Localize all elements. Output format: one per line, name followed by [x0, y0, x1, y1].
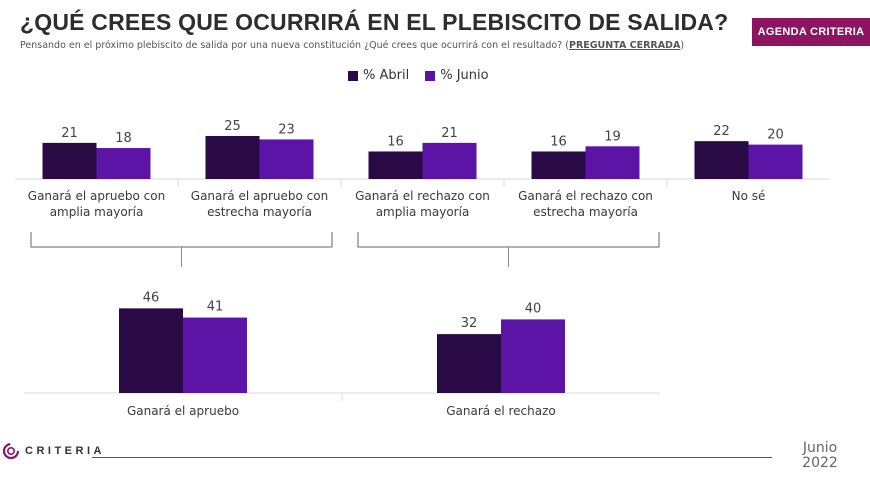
top-bar-value-label: 18 — [115, 131, 132, 146]
legend-label-abril: % Abril — [363, 68, 410, 83]
top-bar-value-label: 16 — [387, 134, 404, 149]
chart-legend: % Abril % Junio — [348, 68, 489, 83]
top-category-label: Ganará el apruebo con estrecha mayoría — [191, 189, 328, 219]
agenda-criteria-badge: AGENDA CRITERIA — [752, 18, 870, 46]
legend-item-junio: % Junio — [425, 68, 489, 83]
footer-date-year: 2022 — [802, 455, 838, 471]
bottom-bar-value-label: 32 — [461, 316, 478, 331]
bottom-bar-0-0 — [119, 308, 183, 393]
legend-swatch-abril — [348, 70, 358, 81]
criteria-logo-icon — [2, 442, 20, 460]
footer-divider — [92, 457, 772, 458]
subtitle-end: ) — [680, 40, 685, 51]
top-bar-value-label: 23 — [278, 122, 295, 137]
legend-item-abril: % Abril — [348, 68, 409, 83]
page-title: ¿QUÉ CREES QUE OCURRIRÁ EN EL PLEBISCITO… — [20, 9, 729, 35]
top-bar-3-0 — [531, 151, 586, 179]
top-bar-2-1 — [422, 142, 477, 179]
bottom-category-label: Ganará el apruebo — [127, 404, 239, 418]
subtitle-tag: PREGUNTA CERRADA — [568, 40, 681, 51]
top-bar-value-label: 25 — [224, 119, 241, 134]
footer-date-month: Junio — [802, 440, 838, 456]
top-bar-2-0 — [368, 151, 423, 179]
top-bar-1-0 — [205, 136, 260, 179]
bracket-apruebo — [30, 232, 333, 248]
bottom-bar-0-1 — [183, 317, 247, 393]
top-bar-0-0 — [42, 142, 97, 179]
top-category-label: No sé — [732, 189, 766, 203]
legend-swatch-junio — [425, 70, 436, 81]
footer-date: Junio 2022 — [790, 441, 850, 471]
legend-label-junio: % Junio — [440, 68, 489, 83]
top-bar-3-1 — [585, 146, 640, 179]
top-bar-value-label: 20 — [767, 128, 784, 143]
bottom-bar-1-0 — [437, 334, 501, 393]
top-bar-value-label: 19 — [604, 129, 621, 144]
criteria-logo: CRITERIA — [2, 442, 105, 460]
top-category-label: Ganará el apruebo con amplia mayoría — [28, 189, 165, 219]
top-category-label: Ganará el rechazo con estrecha mayoría — [518, 189, 653, 219]
bottom-bar-value-label: 46 — [143, 290, 160, 305]
top-bar-4-0 — [694, 141, 749, 179]
criteria-brand-text: CRITERIA — [25, 445, 105, 457]
top-category-label: Ganará el rechazo con amplia mayoría — [355, 189, 490, 219]
top-bar-4-1 — [748, 144, 803, 179]
bottom-category-label: Ganará el rechazo — [446, 404, 556, 418]
top-bar-value-label: 21 — [441, 126, 458, 141]
top-bar-value-label: 16 — [550, 134, 567, 149]
top-bar-0-1 — [96, 148, 151, 179]
bottom-bar-value-label: 40 — [525, 301, 542, 316]
subtitle-text: Pensando en el próximo plebiscito de sal… — [20, 40, 569, 51]
top-bar-value-label: 22 — [713, 124, 730, 139]
page-subtitle: Pensando en el próximo plebiscito de sal… — [20, 40, 684, 51]
bottom-bar-1-1 — [501, 319, 565, 393]
top-bar-value-label: 21 — [61, 126, 78, 141]
top-bar-1-1 — [259, 139, 314, 179]
bottom-bar-value-label: 41 — [207, 300, 224, 315]
bracket-rechazo — [357, 232, 660, 248]
